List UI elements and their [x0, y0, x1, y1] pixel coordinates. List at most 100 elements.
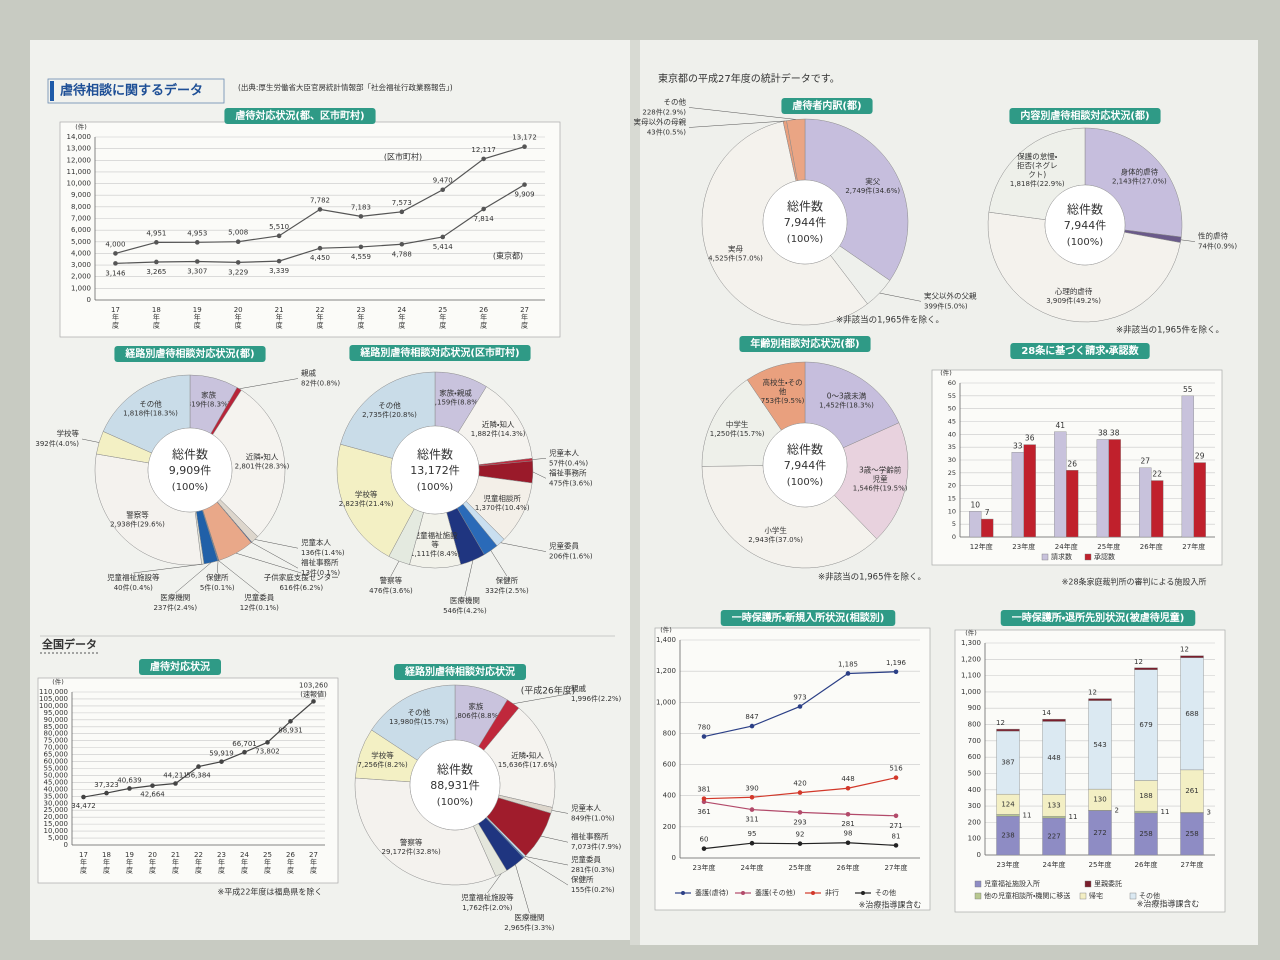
bar [1139, 467, 1152, 538]
legend-label: 帰宅 [1089, 891, 1103, 900]
y-tick-label: 45,000 [44, 778, 69, 786]
y-tick-label: 200 [968, 818, 981, 826]
slice-label: その他 [407, 707, 430, 717]
data-label: 44,211 [163, 772, 188, 780]
legend-label: 里親委託 [1094, 879, 1122, 888]
data-label: 5,008 [228, 229, 248, 237]
x-tick-label: 17 年度 [111, 306, 120, 329]
leader-line [235, 552, 302, 574]
slice-label: 子供家庭支援センター [264, 572, 339, 582]
slice-value: 206件(1.6%) [549, 552, 593, 561]
data-point [749, 807, 755, 812]
slice-value: 2,965件(3.3%) [504, 923, 555, 932]
y-unit: (件) [965, 628, 977, 637]
slice-value: 2,735件(20.8%) [362, 410, 417, 419]
chart-title: 虐待対応状況 [150, 660, 210, 673]
leader-line [688, 120, 785, 128]
y-tick-label: 95,000 [44, 709, 69, 717]
y-tick-label: 200 [663, 823, 676, 831]
slice-label: 児童福祉施設等 [107, 572, 160, 582]
data-point [845, 811, 851, 817]
note: ※平成22年度は福島県を除く [218, 887, 323, 897]
data-point [399, 241, 405, 247]
slice-value: 43件(0.5%) [647, 127, 686, 136]
slice-value: 616件(6.2%) [279, 583, 323, 592]
legend-label: 養護(虐待) [695, 888, 729, 897]
data-label: 258 [1139, 830, 1152, 838]
leader-line [81, 438, 100, 443]
data-point [196, 764, 201, 769]
y-tick-label: 7,000 [71, 215, 91, 223]
slice-label: 学校等 [57, 428, 80, 438]
slice-value: 2,749件(34.6%) [845, 186, 900, 195]
slice-value: 2,143件(27.0%) [1112, 177, 1167, 186]
y-tick-label: 70,000 [44, 744, 69, 752]
x-tick-label: 21 年度 [171, 851, 180, 874]
data-label: 448 [1047, 754, 1060, 762]
slice-label: 実母以外の母親 [634, 116, 687, 126]
data-label: 7 [985, 508, 990, 517]
y-tick-label: 25,000 [44, 806, 69, 814]
data-label: 12 [1180, 646, 1189, 654]
data-label: 33 [1013, 441, 1023, 450]
slice-label: 児童委員 [244, 592, 274, 602]
x-tick-label: 26年度 [837, 863, 860, 872]
y-tick-label: 55 [948, 392, 956, 400]
y-tick-label: 600 [968, 753, 981, 761]
data-point [173, 781, 178, 786]
center-total: 9,909件 [169, 464, 212, 477]
data-label: 73,802 [255, 747, 280, 755]
data-label: 3,265 [146, 268, 166, 276]
slice-label: 児童福祉施設等 [413, 530, 458, 549]
y-unit: (件) [75, 122, 87, 131]
header-box [47, 78, 225, 104]
y-tick-label: 85,000 [44, 723, 69, 731]
pie-hole [762, 179, 848, 265]
header-source: (出典:厚生労働省大臣官房統計情報部「社会福祉行政業務報告」) [238, 82, 453, 92]
data-point [81, 794, 86, 800]
data-label: 10 [971, 500, 981, 509]
y-tick-label: 105,000 [39, 695, 68, 703]
data-label: 688 [1185, 710, 1198, 718]
title-banner [349, 345, 531, 361]
chart-title: 経路別虐待相談対応状況(区市町村) [359, 346, 519, 359]
data-label: 4,450 [310, 254, 330, 262]
data-point [797, 790, 803, 795]
slice-value: 237件(2.4%) [153, 603, 197, 612]
leader-line [532, 471, 547, 479]
slice-value: 13件(0.1%) [301, 568, 340, 577]
slice-label: 保健所 [206, 572, 229, 582]
data-label: 41 [1056, 421, 1066, 430]
y-tick-label: 9,000 [71, 191, 91, 199]
series-label: (東京都) [493, 251, 523, 261]
data-point [154, 259, 159, 265]
legend-marker [811, 891, 815, 895]
y-tick-label: 1,000 [961, 688, 981, 696]
slice-value: 475件(3.6%) [549, 478, 593, 487]
slice-label: 保健所 [571, 874, 594, 884]
leader-line [500, 542, 547, 552]
data-label: 261 [1185, 787, 1198, 795]
x-tick-label: 20 年度 [148, 851, 157, 874]
y-tick-label: 2,000 [71, 273, 91, 281]
slice-value: 1,452件(18.3%) [819, 400, 874, 409]
y-tick-label: 1,400 [656, 636, 676, 644]
data-label: 227 [1047, 832, 1060, 840]
data-label: 38 [1110, 428, 1120, 437]
data-point [749, 840, 755, 846]
slice-value: 1,111件(8.4%) [410, 549, 461, 558]
data-label: 7,573 [392, 199, 412, 207]
data-point [701, 734, 707, 739]
x-tick-label: 23年度 [997, 860, 1020, 869]
bar [1108, 439, 1121, 538]
y-tick-label: 0 [672, 854, 676, 862]
x-tick-label: 26年度 [1135, 860, 1158, 869]
title-banner [1000, 610, 1196, 626]
data-label: 420 [793, 780, 806, 788]
leader-line [523, 857, 569, 886]
data-point [845, 840, 851, 846]
slice-value: 12件(0.1%) [240, 603, 279, 612]
x-tick-label: 24年度 [1055, 542, 1078, 551]
